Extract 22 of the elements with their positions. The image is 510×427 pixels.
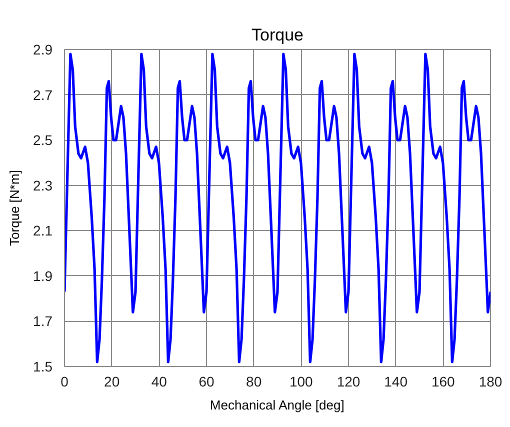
- y-tick-label: 2.5: [33, 132, 53, 148]
- x-tick-label: 40: [151, 374, 168, 390]
- y-axis-title: Torque [N*m]: [7, 170, 22, 246]
- x-tick-label: 100: [289, 374, 314, 390]
- line-series: [64, 52, 490, 364]
- x-tick-label: 120: [336, 374, 360, 390]
- chart-title: Torque: [252, 26, 304, 44]
- y-tick-label: 1.7: [33, 313, 53, 330]
- y-tick-label: 2.3: [33, 177, 53, 194]
- x-tick-label: 180: [478, 374, 502, 390]
- y-tick-label: 2.9: [33, 42, 53, 58]
- x-tick-label: 20: [104, 374, 120, 390]
- x-tick-label: 140: [384, 374, 408, 390]
- x-tick-label: 60: [198, 374, 214, 390]
- x-tick-label: 160: [431, 374, 456, 390]
- x-tick-label: 0: [60, 374, 69, 390]
- y-tick-label: 2.1: [33, 222, 53, 239]
- y-tick-label: 1.9: [33, 268, 53, 284]
- y-tick-label: 2.7: [33, 86, 53, 103]
- y-tick-label: 1.5: [33, 358, 53, 374]
- x-axis-title: Mechanical Angle [deg]: [210, 398, 344, 412]
- x-tick-label: 80: [246, 374, 262, 390]
